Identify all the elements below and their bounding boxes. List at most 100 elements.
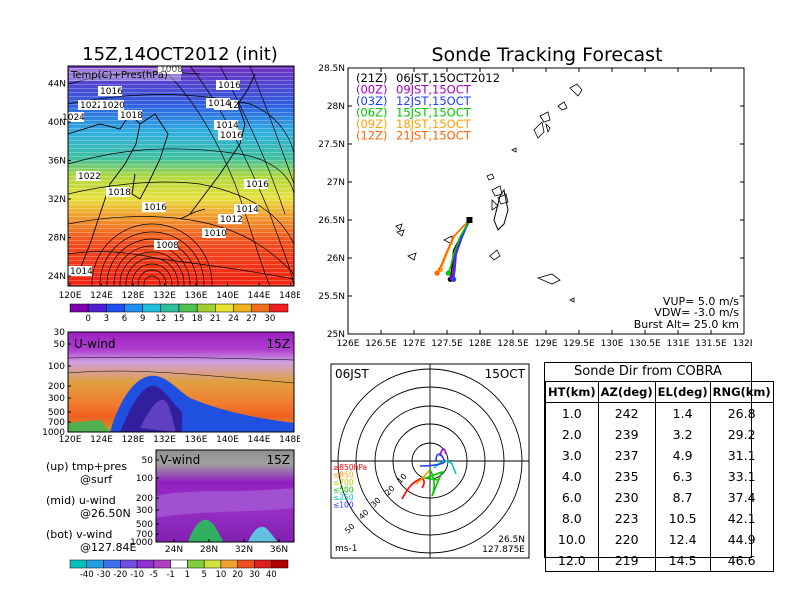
- isobar-label: 1008: [156, 241, 179, 251]
- isobar-label: 1012: [220, 215, 243, 225]
- pressure-level-legend: ≥850hPa: [333, 463, 367, 472]
- pressure-level-legend: ≤100: [333, 501, 354, 510]
- sonde-tracks: [434, 217, 473, 282]
- launch-utc: (06Z): [356, 106, 388, 120]
- lon-tick-label: 128E: [469, 339, 492, 349]
- table-cell: 26.8: [709, 402, 774, 424]
- u-wind-label: U-wind: [74, 337, 115, 351]
- pressure-tick-label: 500: [48, 408, 65, 418]
- lon-tick-label: 136E: [185, 435, 208, 445]
- launch-jst: 15JST,15OCT: [396, 106, 472, 120]
- sonde-track-map: 25N 25.5N 26N 26.5N 27N 27.5N 28N 28.5N 126E 126…: [318, 64, 752, 349]
- lon-tick-label: 128E: [122, 435, 145, 445]
- lon-tick-label: 120E: [59, 291, 82, 301]
- lat-tick-label: 26.5N: [318, 216, 345, 226]
- table-cell: 230: [597, 487, 656, 508]
- pressure-tick-label: 50: [142, 456, 154, 466]
- table-row: 3.0 237 4.9 31.1: [545, 445, 774, 466]
- wind-colorbar: -40 -30 -20 -10 -5 -1 1 5 10 20 30 40: [69, 559, 289, 578]
- temperature-colorbar: 0 3 6 9 12 15 18 21 24 27 30: [69, 303, 289, 322]
- table-row: 10.0 220 12.4 44.9: [545, 529, 774, 550]
- burst-altitude-text: Burst Alt= 25.0 km: [634, 318, 739, 331]
- table-cell: 10.5: [654, 508, 711, 529]
- note-line: (up) tmp+pres: [46, 460, 128, 473]
- pressure-tick-label: 300: [48, 394, 65, 404]
- table-cell: 33.1: [709, 466, 774, 487]
- pressure-tick-label: 200: [136, 494, 153, 504]
- colorbar-label: 40: [266, 570, 277, 578]
- isobar-label: 1018: [108, 188, 131, 198]
- table-cell: 4.0: [545, 466, 599, 487]
- lat-tick-label: 27.5N: [318, 140, 345, 150]
- colorbar-label: 24: [228, 314, 239, 322]
- isobar-label: 1016: [100, 87, 123, 97]
- isobar-label: 1014: [208, 99, 231, 109]
- table-cell: 1.4: [654, 402, 711, 424]
- lat-tick-label: 32N: [235, 545, 253, 555]
- table-cell: 6.0: [545, 487, 599, 508]
- lat-tick-label: 28N: [48, 234, 66, 244]
- table-cell: 12.0: [545, 550, 599, 572]
- launch-jst: 12JST,15OCT: [396, 94, 472, 108]
- isobar-label: 1022: [78, 172, 101, 182]
- colorbar-label: 3: [104, 314, 109, 322]
- lon-tick-label: 136E: [185, 291, 208, 301]
- lon-tick-label: 126E: [337, 339, 360, 349]
- launch-site-marker: [466, 217, 473, 223]
- table-row: 12.0 219 14.5 46.6: [545, 550, 774, 572]
- launch-jst: 09JST,15OCT: [396, 83, 472, 97]
- pressure-tick-label: 100: [48, 362, 65, 372]
- colorbar-label: 30: [264, 314, 275, 322]
- pressure-tick-label: 200: [48, 382, 65, 392]
- table-cell: 2.0: [545, 424, 599, 445]
- lon-tick-label: 132E: [733, 339, 752, 349]
- lat-tick-label: 28.5N: [318, 64, 345, 74]
- pressure-tick-label: 700: [136, 530, 153, 540]
- lat-tick-label: 40N: [48, 118, 66, 128]
- table-cell: 46.6: [709, 550, 774, 572]
- colorbar-label: 27: [246, 314, 257, 322]
- colorbar-label: 30: [249, 570, 260, 578]
- note-line: @26.50N: [80, 507, 131, 520]
- table-row: 8.0 223 10.5 42.1: [545, 508, 774, 529]
- table-cell: 242: [597, 402, 656, 424]
- table-row: 2.0 239 3.2 29.2: [545, 424, 774, 445]
- table-cell: 10.0: [545, 529, 599, 550]
- table-cell: 8.0: [545, 508, 599, 529]
- table-cell: 237: [597, 445, 656, 466]
- lon-tick-label: 140E: [216, 291, 239, 301]
- colorbar-label: 5: [201, 570, 206, 578]
- colorbar-label: 20: [232, 570, 243, 578]
- pressure-level-legend: ≤250: [333, 493, 354, 502]
- lat-tick-label: 44N: [48, 80, 66, 90]
- lon-tick-label: 131E: [667, 339, 690, 349]
- pressure-tick-label: 700: [48, 418, 65, 428]
- sonde-track-line: [447, 219, 471, 274]
- lat-tick-label: 36N: [270, 545, 288, 555]
- wind-unit: ms-1: [335, 544, 357, 554]
- col-header: AZ(deg): [597, 381, 656, 403]
- lat-tick-label: 24N: [48, 272, 66, 282]
- launch-utc: (12Z): [356, 129, 388, 143]
- position-lat: 26.5N: [498, 535, 525, 545]
- sonde-direction-panel: Sonde Dir from COBRA HT(km) AZ(deg) EL(d…: [544, 362, 774, 572]
- lon-tick-label: 128E: [122, 291, 145, 301]
- lon-tick-label: 127.5E: [431, 339, 463, 349]
- vup-text: VUP= 5.0 m/s: [663, 295, 739, 308]
- isobar-label: 1016: [144, 203, 167, 213]
- launch-utc: (21Z): [356, 71, 388, 85]
- table-row: 4.0 235 6.3 33.1: [545, 466, 774, 487]
- table-cell: 219: [597, 550, 656, 572]
- surface-temp-pressure-map: 1008 1016 1012 1014 1016 1024 1022 1020 …: [48, 64, 300, 301]
- wind-profile-path: [439, 448, 447, 457]
- table-title: Sonde Dir from COBRA: [574, 364, 722, 379]
- table-cell: 3.0: [545, 445, 599, 466]
- lat-tick-label: 28N: [200, 545, 218, 555]
- table-cell: 37.4: [709, 487, 774, 508]
- u-wind-time: 15Z: [267, 337, 291, 351]
- table-row: 1.0 242 1.4 26.8: [545, 402, 774, 424]
- wind-profile-path: [422, 469, 444, 497]
- table-cell: 12.4: [654, 529, 711, 550]
